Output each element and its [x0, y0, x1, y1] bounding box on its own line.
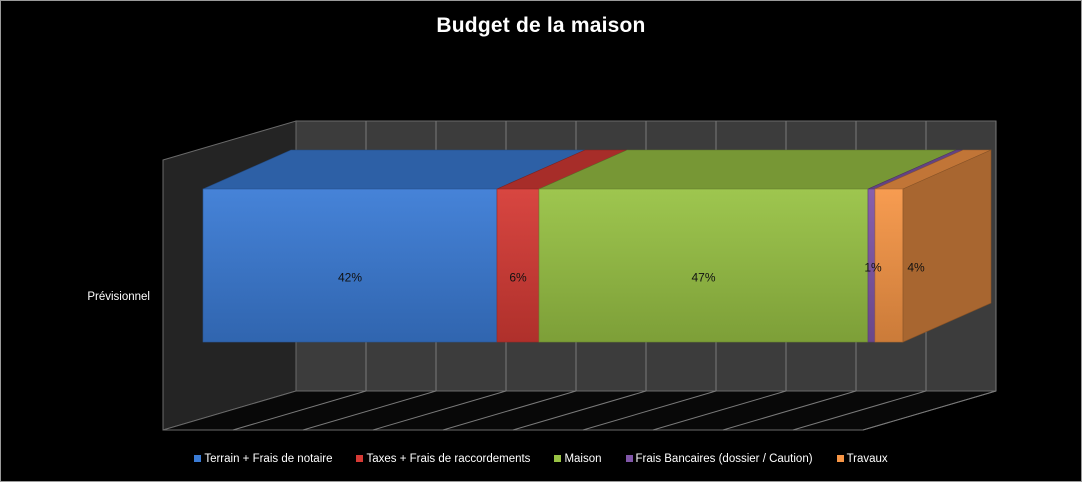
legend-label: Frais Bancaires (dossier / Caution)	[635, 453, 813, 465]
chart-title: Budget de la maison	[436, 14, 646, 37]
legend-swatch	[836, 455, 844, 462]
gridline-floor	[582, 390, 717, 431]
bar-travaux-side	[902, 149, 992, 343]
legend-swatch	[356, 455, 364, 462]
bars	[202, 149, 992, 343]
category-label-previsionnel: Prévisionnel	[87, 291, 150, 303]
legend-label: Travaux	[846, 453, 888, 465]
legend: Terrain + Frais de notaire Taxes + Frais …	[0, 453, 1082, 465]
data-label-taxes-frais-de-raccordements: 6%	[509, 271, 527, 285]
gridline-floor	[722, 390, 857, 431]
gridline-floor	[302, 390, 437, 431]
legend-item: Frais Bancaires (dossier / Caution)	[625, 453, 813, 465]
data-labels: 42% 6% 47% 1% 4%	[338, 261, 925, 285]
gridline-floor	[512, 390, 647, 431]
gridline-floor	[862, 390, 997, 431]
legend-item: Terrain + Frais de notaire	[194, 453, 332, 465]
legend-item: Maison	[554, 453, 602, 465]
bar-taxes-frais-de-raccordements	[496, 188, 540, 343]
legend-item: Taxes + Frais de raccordements	[356, 453, 530, 465]
gridline-floor	[372, 390, 507, 431]
legend-swatch	[554, 455, 562, 462]
legend-label: Maison	[564, 453, 602, 465]
data-label-terrain-frais-de-notaire: 42%	[338, 271, 362, 285]
gridline-floor	[792, 390, 927, 431]
legend-swatch	[194, 455, 202, 462]
legend-label: Taxes + Frais de raccordements	[366, 453, 531, 465]
legend-label: Terrain + Frais de notaire	[204, 453, 333, 465]
bar-maison	[538, 188, 869, 343]
gridline-floor	[232, 390, 367, 431]
gridline-floor	[652, 390, 787, 431]
legend-swatch	[625, 455, 633, 462]
data-label-travaux: 4%	[907, 261, 925, 275]
legend-item: Travaux	[836, 453, 888, 465]
bar-terrain-frais-de-notaire	[202, 188, 498, 343]
data-label-frais-bancaires-dossier-caution: 1%	[864, 261, 882, 275]
gridline-floor	[442, 390, 577, 431]
data-label-maison: 47%	[691, 271, 715, 285]
